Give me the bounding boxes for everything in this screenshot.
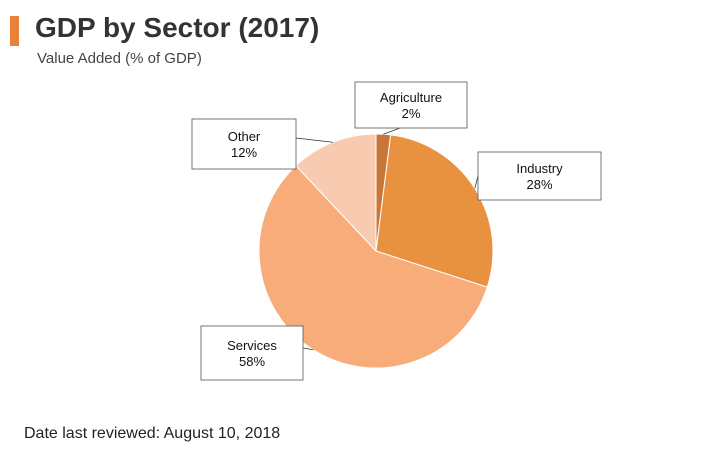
callout-box-industry [477, 151, 602, 201]
callout-box-other [191, 118, 297, 170]
callout-value-other: 12% [231, 145, 257, 160]
callout-name-agriculture: Agriculture [380, 90, 442, 105]
title-accent-bar [10, 16, 19, 46]
chart-title: GDP by Sector (2017) [35, 12, 320, 43]
callout-leader-other [295, 137, 333, 143]
callout-leader-industry [474, 175, 479, 189]
pie-slice-industry [375, 134, 494, 288]
callout-value-industry: 28% [526, 177, 552, 192]
callout-leader-services [302, 347, 314, 351]
callout-value-agriculture: 2% [402, 106, 421, 121]
callout-name-services: Services [227, 338, 277, 353]
callout-leader-agriculture [383, 127, 401, 135]
pie-slices [258, 133, 494, 369]
pie-slice-other [295, 133, 377, 253]
date-last-reviewed: Date last reviewed: August 10, 2018 [24, 425, 281, 442]
callout-value-services: 58% [239, 354, 265, 369]
chart-subtitle: Value Added (% of GDP) [37, 50, 202, 67]
callout-box-agriculture [354, 81, 468, 129]
callout-name-other: Other [228, 129, 261, 144]
callout-box-services [200, 325, 304, 381]
callout-name-industry: Industry [516, 161, 563, 176]
